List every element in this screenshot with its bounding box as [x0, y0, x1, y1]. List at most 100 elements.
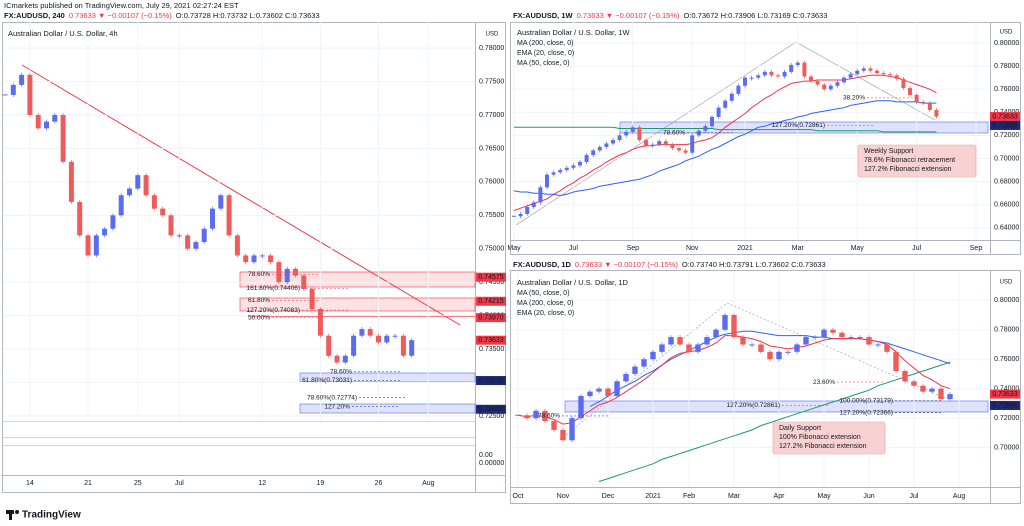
logo-mark [9, 510, 12, 520]
candle [538, 187, 543, 203]
annotation-text: Daily Support [779, 425, 821, 432]
candle [587, 391, 593, 397]
legend-title: Australian Dollar / U.S. Dollar, 1D [517, 278, 628, 287]
price-tag-label: 0.72860 [992, 122, 1017, 129]
candle [782, 71, 787, 77]
symbol: FX:AUDUSD, 1D [513, 260, 572, 269]
candle [624, 131, 629, 136]
candle [376, 335, 381, 343]
candle [185, 235, 191, 249]
x-tick-label: Mar [728, 493, 741, 500]
fib-line [559, 302, 728, 441]
candle [569, 418, 575, 441]
candle [650, 351, 656, 360]
x-tick-label: May [507, 245, 521, 252]
candle [243, 255, 249, 263]
candle [934, 109, 939, 117]
candle [938, 388, 944, 400]
candle [921, 101, 926, 104]
candle [85, 235, 91, 256]
candle [740, 337, 746, 345]
candle [259, 255, 265, 257]
candle [704, 337, 710, 345]
candle [749, 77, 754, 79]
x-tick-label: Sep [970, 245, 983, 252]
candle [533, 410, 539, 419]
legend-entry: MA (200, close, 0) [517, 300, 573, 307]
fib-label: 23.60% [813, 379, 835, 386]
fib-line [726, 302, 951, 401]
x-tick-label: Jul [910, 493, 919, 500]
fib-label: 78.60% [663, 130, 685, 137]
candle [901, 78, 906, 89]
candle [821, 329, 827, 338]
price-tag [990, 400, 1020, 410]
y-tick-label: 0.76000 [479, 179, 504, 186]
x-tick-label: Apr [774, 493, 786, 500]
candle [881, 73, 886, 75]
symbol-header: FX:AUDUSD, 1D 0.73633 ▼ −0.00107 (−0.15%)… [513, 260, 826, 269]
candle [677, 148, 681, 151]
candle [77, 201, 83, 236]
candle [795, 62, 800, 65]
candle [803, 337, 809, 345]
candle [686, 344, 692, 352]
candle [268, 255, 274, 263]
candle [637, 127, 642, 141]
candle [729, 93, 734, 101]
legend-title: Australian Dollar / U.S. Dollar, 1W [517, 28, 630, 37]
candle [767, 351, 773, 360]
candle [102, 228, 108, 236]
y-tick-label: 0.66000 [994, 202, 1019, 209]
logo-mark [15, 510, 19, 514]
candle [894, 75, 899, 79]
candle [716, 107, 721, 117]
candle [762, 71, 767, 76]
candle [392, 335, 398, 337]
y-tick-label: 0.77000 [479, 112, 504, 119]
candle [696, 130, 701, 136]
y-tick-label: 0.73500 [479, 346, 504, 353]
candle [861, 68, 866, 71]
price-tag [476, 376, 506, 386]
candle [564, 167, 569, 171]
legend-entry: EMA (20, close, 0) [517, 50, 574, 57]
candle [512, 215, 516, 217]
fib-label: 127.20% [324, 403, 350, 410]
trendline [21, 64, 461, 326]
price-tag-label: 0.72860 [992, 402, 1017, 409]
candle [920, 385, 926, 392]
x-tick-label: May [851, 245, 865, 252]
y-tick-label: 0.72000 [994, 415, 1019, 422]
candle [630, 127, 635, 132]
candle [234, 235, 240, 256]
y-tick-label: 0.78000 [479, 45, 504, 52]
x-tick-label: Feb [683, 493, 695, 500]
daily-panel-border [510, 270, 1021, 504]
candle [866, 337, 872, 345]
candle [193, 242, 199, 249]
candle [160, 208, 166, 216]
quote: 0.73633 ▼ −0.00107 (−0.15%) [575, 260, 678, 269]
candle [118, 195, 124, 216]
candle [857, 337, 863, 339]
fib-label: 127.20%(0.74083) [247, 307, 301, 314]
candle [326, 335, 332, 356]
candle [551, 172, 556, 175]
x-tick-label: Dec [602, 493, 615, 500]
candle [284, 268, 290, 283]
candle [722, 315, 728, 330]
candle [524, 415, 530, 419]
candle [794, 344, 800, 352]
candle [571, 165, 576, 168]
x-tick-label: Jul [912, 245, 921, 252]
candle [342, 355, 348, 363]
candle [663, 141, 668, 145]
drawings [21, 41, 989, 441]
price-tag [990, 120, 1020, 130]
indicator-line [589, 330, 951, 407]
fib-label: 127.20%(0.72861) [772, 122, 826, 129]
candle [749, 344, 755, 346]
x-tick-label: Mar [792, 245, 805, 252]
candle [785, 351, 791, 353]
